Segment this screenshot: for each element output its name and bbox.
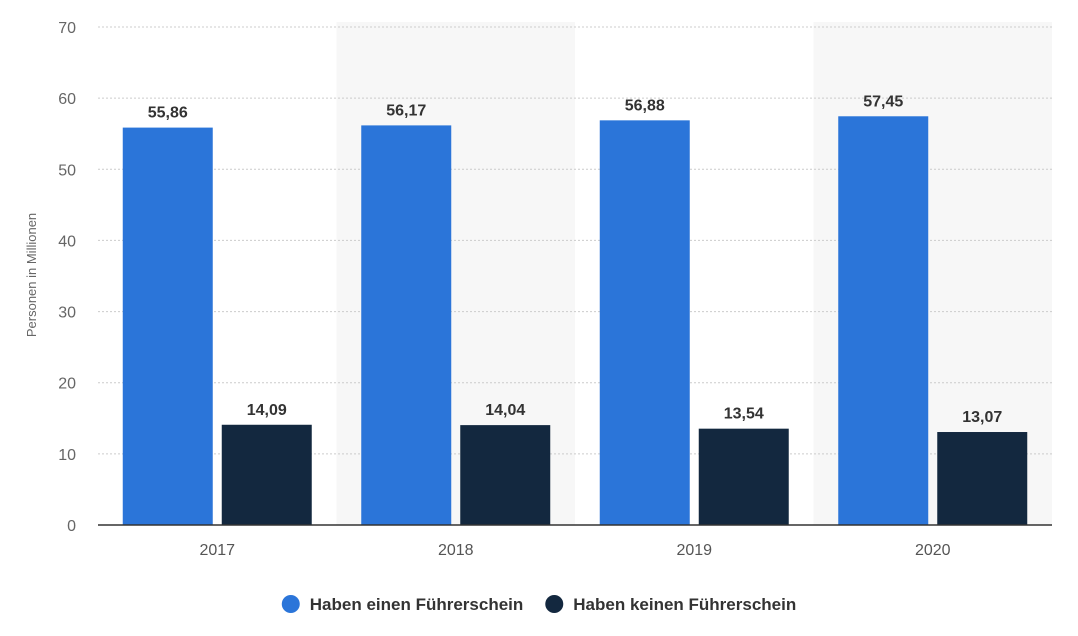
value-label: 14,04 bbox=[485, 402, 525, 419]
gridlines bbox=[98, 26, 1052, 455]
bar-2019-ohne[interactable] bbox=[698, 428, 789, 525]
legend-item[interactable]: Haben keinen Führerschein bbox=[545, 595, 796, 614]
legend-label: Haben keinen Führerschein bbox=[573, 595, 796, 614]
y-tick-label: 0 bbox=[67, 518, 76, 535]
value-label: 56,17 bbox=[386, 102, 426, 119]
bar-2018-mit[interactable] bbox=[361, 125, 452, 526]
bars bbox=[122, 116, 1028, 526]
y-tick-label: 70 bbox=[58, 20, 76, 37]
value-labels: 55,86 14,09 56,17 14,04 56,88 13,54 57,45 13,07 bbox=[148, 93, 1003, 426]
y-axis-ticks: 0 10 20 30 40 50 60 70 bbox=[58, 20, 76, 535]
x-tick-label: 2019 bbox=[676, 542, 712, 559]
y-tick-label: 10 bbox=[58, 447, 76, 464]
legend-swatch bbox=[545, 595, 564, 613]
legend: Haben einen Führerschein Haben keinen Füh… bbox=[281, 595, 796, 614]
y-tick-label: 30 bbox=[58, 305, 76, 322]
bar-2020-ohne[interactable] bbox=[937, 432, 1028, 525]
value-label: 13,07 bbox=[962, 409, 1002, 426]
legend-item[interactable]: Haben einen Führerschein bbox=[281, 595, 524, 614]
legend-swatch bbox=[281, 595, 300, 613]
y-tick-label: 40 bbox=[58, 233, 76, 250]
value-label: 55,86 bbox=[148, 105, 188, 122]
bar-2018-ohne[interactable] bbox=[460, 425, 551, 525]
bar-2019-mit[interactable] bbox=[599, 120, 690, 526]
y-axis-title: Personen in Millionen bbox=[24, 213, 39, 337]
value-label: 13,54 bbox=[724, 406, 764, 423]
x-tick-label: 2018 bbox=[438, 542, 474, 559]
value-label: 57,45 bbox=[863, 93, 903, 110]
value-label: 14,09 bbox=[247, 402, 287, 419]
x-tick-label: 2017 bbox=[199, 542, 235, 559]
x-tick-label: 2020 bbox=[915, 542, 951, 559]
value-label: 56,88 bbox=[625, 97, 665, 114]
bar-2017-ohne[interactable] bbox=[221, 424, 312, 525]
legend-label: Haben einen Führerschein bbox=[310, 595, 524, 614]
y-tick-label: 60 bbox=[58, 91, 76, 108]
bar-2020-mit[interactable] bbox=[838, 116, 929, 525]
x-axis-ticks: 2017 2018 2019 2020 bbox=[199, 542, 950, 559]
bar-2017-mit[interactable] bbox=[122, 127, 213, 525]
y-tick-label: 20 bbox=[58, 376, 76, 393]
y-tick-label: 50 bbox=[58, 162, 76, 179]
